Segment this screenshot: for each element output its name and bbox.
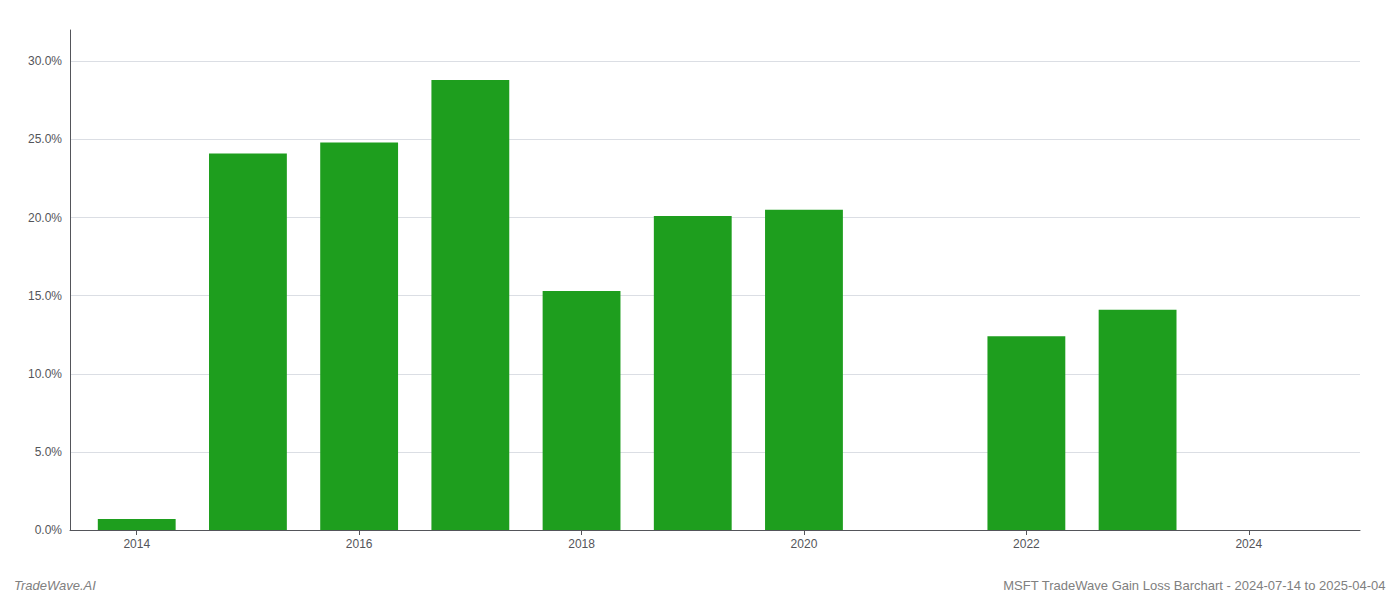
svg-text:10.0%: 10.0%: [28, 367, 62, 381]
svg-text:2020: 2020: [791, 537, 818, 551]
svg-text:2024: 2024: [1235, 537, 1262, 551]
svg-text:5.0%: 5.0%: [35, 445, 63, 459]
svg-text:25.0%: 25.0%: [28, 132, 62, 146]
svg-text:20.0%: 20.0%: [28, 211, 62, 225]
svg-text:2018: 2018: [568, 537, 595, 551]
svg-text:2022: 2022: [1013, 537, 1040, 551]
svg-text:2016: 2016: [346, 537, 373, 551]
svg-text:0.0%: 0.0%: [35, 523, 63, 537]
svg-text:15.0%: 15.0%: [28, 289, 62, 303]
svg-text:TradeWave.AI: TradeWave.AI: [14, 578, 96, 593]
svg-text:2014: 2014: [123, 537, 150, 551]
svg-text:MSFT TradeWave Gain Loss Barch: MSFT TradeWave Gain Loss Barchart - 2024…: [1003, 578, 1385, 593]
svg-text:30.0%: 30.0%: [28, 54, 62, 68]
